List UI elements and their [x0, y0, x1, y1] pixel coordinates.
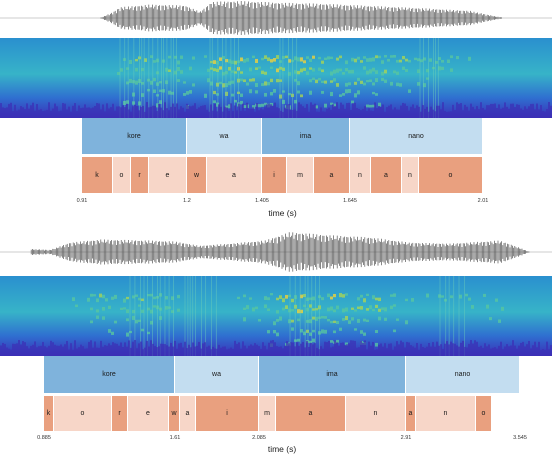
- phone-segment: k: [82, 157, 113, 193]
- phone-segment: o: [419, 157, 483, 193]
- time-tick-label: 2.91: [400, 435, 412, 441]
- phone-segment: w: [187, 157, 207, 193]
- phone-segment: m: [259, 396, 276, 431]
- word-segment: ima: [259, 356, 406, 393]
- word-segment: ima: [262, 118, 350, 154]
- word-segment: wa: [187, 118, 262, 154]
- time-tick-label: 1.2: [183, 198, 191, 204]
- phone-segment: m: [287, 157, 314, 193]
- phone-segment: a: [406, 396, 416, 431]
- phone-segment: e: [149, 157, 187, 193]
- phone-segment: i: [196, 396, 259, 431]
- word-segment: nano: [406, 356, 520, 393]
- phone-segment: e: [128, 396, 169, 431]
- phone-segment: a: [207, 157, 262, 193]
- phone-segment: r: [131, 157, 149, 193]
- phone-segment: n: [402, 157, 419, 193]
- time-tick-label: 1.405: [255, 198, 269, 204]
- word-segment: kore: [82, 118, 187, 154]
- time-tick-label: 2.085: [252, 435, 266, 441]
- phone-segment: k: [44, 396, 54, 431]
- time-tick-label: 1.645: [343, 198, 357, 204]
- word-segment: nano: [350, 118, 483, 154]
- phone-segment: o: [54, 396, 112, 431]
- phone-segment: a: [180, 396, 196, 431]
- phone-segment: n: [350, 157, 371, 193]
- phone-segment: r: [112, 396, 128, 431]
- time-tick-label: 1.61: [169, 435, 181, 441]
- spectrogram-energy: [0, 276, 552, 356]
- waveform: [100, 1, 502, 35]
- waveform-spectrogram-1: [0, 1, 552, 118]
- phone-segment: i: [262, 157, 287, 193]
- time-axis-title: time (s): [267, 444, 297, 454]
- utterance-panel-1: kore wa ima nano k o r e w a i m a n a n o 0.91 1.2 1.405 1.…: [0, 0, 552, 225]
- phone-segment: n: [346, 396, 406, 431]
- time-tick-label: 0.885: [37, 435, 51, 441]
- phone-segment: o: [113, 157, 131, 193]
- time-tick-label: 0.91: [76, 198, 88, 204]
- time-tick-label: 2.01: [477, 198, 489, 204]
- phone-segment: a: [276, 396, 346, 431]
- time-axis-title: time (s): [268, 208, 297, 218]
- utterance-panel-2: kore wa ima nano k o r e w a i m a n a n o 0.885 1.61 2.085…: [0, 231, 552, 454]
- phone-segment: a: [314, 157, 350, 193]
- phone-segment: a: [371, 157, 402, 193]
- waveform: [30, 232, 530, 272]
- phone-segment: o: [476, 396, 492, 431]
- phone-segment: n: [416, 396, 476, 431]
- waveform-spectrogram-2: [0, 232, 552, 356]
- time-tick-label: 3.545: [513, 435, 527, 441]
- word-segment: kore: [44, 356, 175, 393]
- spectrogram-energy: [0, 38, 552, 118]
- phone-segment: w: [169, 396, 180, 431]
- word-segment: wa: [175, 356, 259, 393]
